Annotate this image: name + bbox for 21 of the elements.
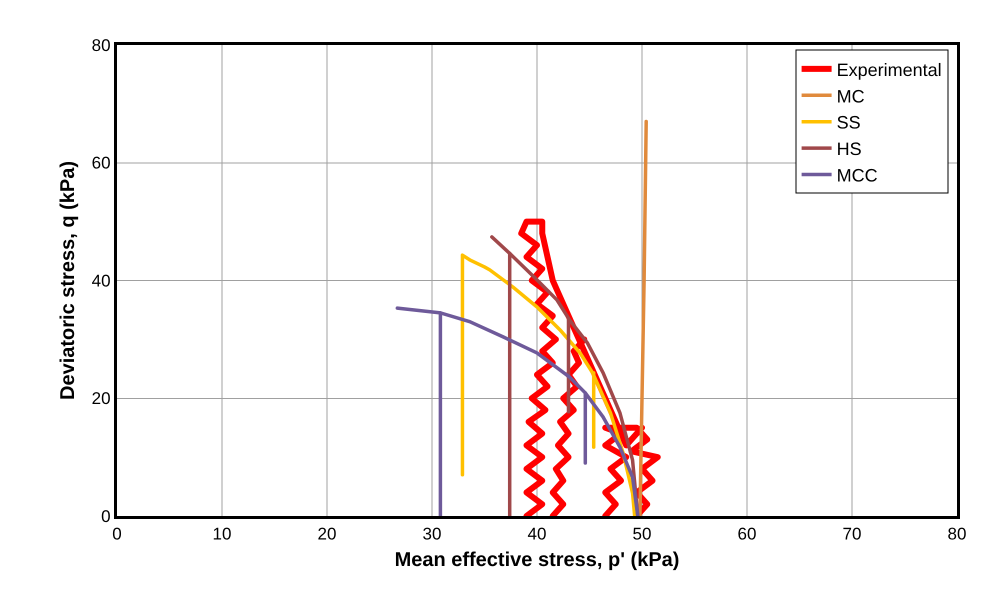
- y-tick-label: 60: [92, 154, 111, 173]
- legend-label: HS: [836, 139, 862, 160]
- y-tick-label: 20: [92, 389, 111, 408]
- line-series: [638, 120, 648, 516]
- x-tick-label: 80: [948, 524, 966, 544]
- legend-label: Experimental: [836, 60, 942, 80]
- x-tick-label: 30: [422, 524, 442, 544]
- x-axis-title: Mean effective stress, p' (kPa): [394, 548, 680, 571]
- x-tick-label: 50: [632, 524, 652, 544]
- y-tick-label: 40: [92, 271, 111, 290]
- y-tick-label: 0: [101, 506, 111, 526]
- x-tick-label: 70: [842, 524, 862, 544]
- x-tick-label: 10: [212, 524, 232, 544]
- x-tick-label: 20: [318, 524, 336, 544]
- legend-label: SS: [836, 112, 861, 133]
- y-axis-title: Deviatoric stress, q (kPa): [57, 161, 80, 400]
- x-tick-label: 60: [738, 524, 756, 544]
- legend-label: MCC: [836, 166, 878, 186]
- y-tick-label: 80: [92, 36, 111, 55]
- x-tick-label: 40: [528, 524, 546, 544]
- legend-label: MC: [836, 86, 865, 106]
